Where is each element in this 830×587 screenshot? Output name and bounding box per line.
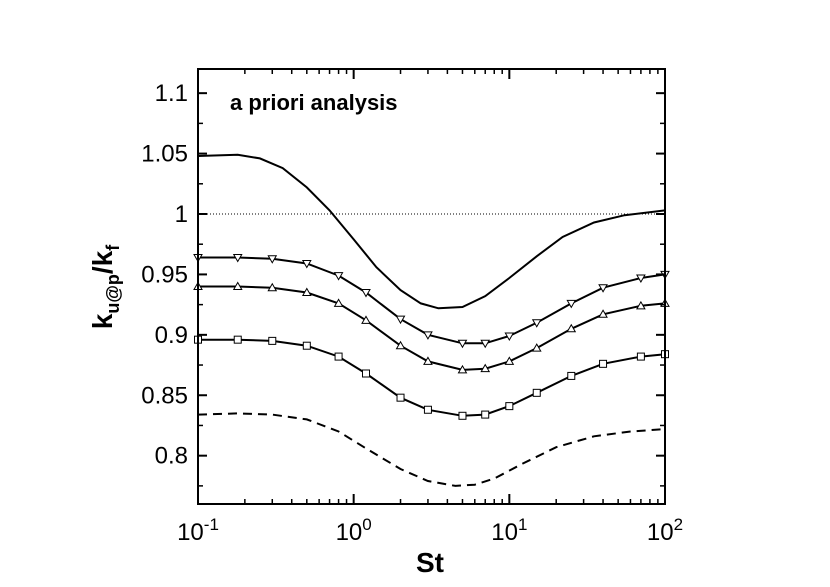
marker-triangle-up <box>423 356 433 365</box>
marker-triangle-down <box>232 254 243 263</box>
marker-triangle-up <box>267 282 278 292</box>
x-tick-label: 102 <box>647 515 683 546</box>
marker-triangle-down <box>566 299 577 309</box>
y-tick-label: 0.95 <box>141 261 188 288</box>
marker-triangle-up <box>301 287 312 297</box>
marker-square <box>302 341 311 350</box>
series-1 <box>193 254 670 349</box>
marker-triangle-down <box>395 315 406 325</box>
x-tick-label: 100 <box>336 515 372 546</box>
y-tick-label: 0.85 <box>141 382 188 409</box>
y-tick-label: 1.1 <box>155 80 188 107</box>
annotation-text: a priori analysis <box>230 90 398 115</box>
x-axis-title: St <box>416 547 444 578</box>
marker-triangle-down <box>636 274 646 284</box>
marker-triangle-up <box>333 298 344 307</box>
y-axis-title-sub-f: f <box>103 244 123 251</box>
marker-square <box>268 336 277 345</box>
marker-square <box>458 411 467 420</box>
x-tick-label-exp: 2 <box>674 515 683 534</box>
marker-triangle-down <box>333 272 344 281</box>
marker-triangle-up <box>480 363 491 373</box>
marker-triangle-down <box>598 284 608 293</box>
marker-triangle-down <box>423 331 433 340</box>
marker-triangle-up <box>395 340 406 350</box>
marker-square <box>334 352 343 361</box>
y-tick-label: 0.8 <box>155 443 188 470</box>
marker-triangle-down <box>301 260 312 269</box>
y-axis-title-sub: u@p <box>103 274 123 314</box>
plot-frame <box>197 68 666 505</box>
marker-triangle-up <box>504 356 515 365</box>
marker-square <box>532 388 541 397</box>
marker-square <box>636 352 645 361</box>
marker-triangle-down <box>531 319 542 328</box>
series-line-3 <box>198 338 666 417</box>
x-tick-label: 101 <box>491 515 527 546</box>
x-tick-label-base: 10 <box>647 519 674 546</box>
marker-triangle-down <box>480 339 491 349</box>
series-line-1 <box>198 256 666 345</box>
y-axis-title-slash: / <box>87 266 118 274</box>
x-tick-label-exp: 1 <box>518 515 527 534</box>
y-tick-label: 1.05 <box>141 141 188 168</box>
series-0 <box>197 153 666 310</box>
marker-triangle-up <box>232 281 243 290</box>
y-axis-title-kf: k <box>87 250 118 266</box>
marker-triangle-up <box>457 364 468 374</box>
series-3 <box>194 335 669 420</box>
marker-triangle-down <box>267 255 278 264</box>
series-line-0 <box>197 153 666 310</box>
x-tick-label-exp: 0 <box>362 515 371 534</box>
marker-square <box>233 335 242 344</box>
marker-square <box>396 393 405 402</box>
marker-triangle-down <box>361 289 371 298</box>
marker-square <box>481 410 490 419</box>
marker-square <box>505 402 514 411</box>
marker-square <box>423 405 432 414</box>
marker-triangle-down <box>504 332 515 342</box>
series-2 <box>193 281 670 374</box>
x-tick-label-exp: -1 <box>204 515 219 534</box>
y-tick-label: 0.9 <box>155 322 188 349</box>
y-tick-label: 1 <box>175 201 188 228</box>
marker-triangle-up <box>566 323 577 333</box>
x-tick-label-base: 10 <box>177 519 204 546</box>
series-line-2 <box>198 285 666 371</box>
x-tick-label-base: 10 <box>491 519 518 546</box>
marker-triangle-up <box>531 343 542 352</box>
x-tick-label-base: 10 <box>336 519 363 546</box>
marker-triangle-up <box>636 300 646 310</box>
marker-triangle-up <box>598 309 608 318</box>
marker-square <box>567 371 576 380</box>
y-axis-title-k: k <box>87 313 118 329</box>
series-line-4 <box>197 412 666 487</box>
marker-square <box>361 369 370 378</box>
marker-square <box>599 359 608 368</box>
marker-triangle-up <box>361 315 371 324</box>
y-axis-title: ku@p/kf <box>87 244 123 329</box>
x-tick-label: 10-1 <box>177 515 219 546</box>
marker-triangle-down <box>457 339 468 349</box>
series-4 <box>197 412 666 487</box>
series-layer <box>193 153 670 487</box>
